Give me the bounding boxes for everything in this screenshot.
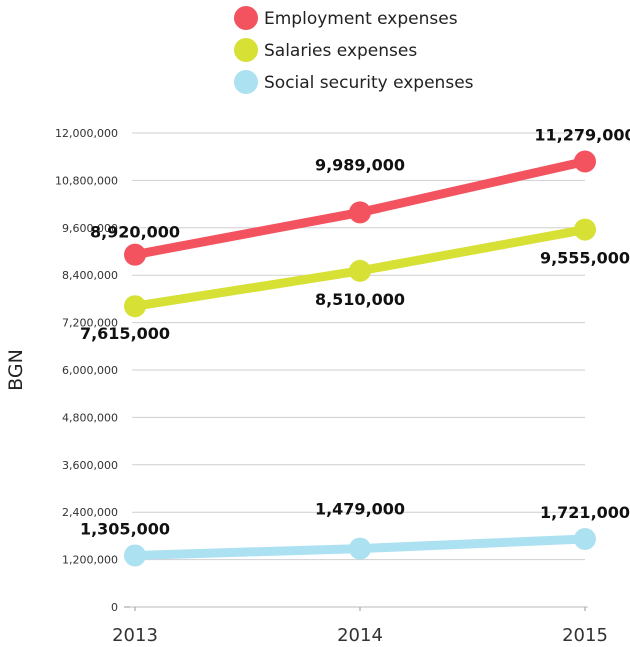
legend-marker [234,6,258,30]
data-label: 9,555,000 [540,249,630,268]
data-point [124,295,146,318]
y-tick-label: 8,400,000 [62,269,118,282]
x-axis: 2013 2014 2015 [112,606,608,646]
data-labels: 8,920,000 9,989,000 11,279,000 7,615,000 8,5… [80,125,630,538]
data-label: 8,510,000 [315,290,405,309]
y-tick-label: 10,800,000 [55,174,118,187]
data-point [349,537,371,560]
x-tick-label: 2014 [337,625,383,646]
y-tick-label: 6,000,000 [62,364,118,377]
y-tick-label: 9,600,000 [62,222,118,235]
y-tick-label: 2,400,000 [62,506,118,519]
gridlines [132,132,585,561]
data-label: 8,920,000 [90,223,180,242]
data-label: 1,479,000 [315,500,405,519]
legend-label: Social security expenses [264,73,474,93]
x-tick-label: 2013 [112,625,158,646]
y-axis-title: BGN [5,349,27,391]
y-axis-ticks: 0 1,200,000 2,400,000 3,600,000 4,800,000 6,0… [55,127,130,614]
legend-label: Salaries expenses [264,41,417,61]
data-point [574,218,596,241]
legend-marker [234,38,258,62]
legend: Employment expenses Salaries expenses Soci… [234,6,474,94]
series-points [124,150,596,567]
y-tick-label: 1,200,000 [62,554,118,567]
data-point [349,259,371,282]
data-point [574,528,596,551]
y-tick-label: 0 [111,601,118,614]
data-point [124,243,146,266]
legend-label: Employment expenses [264,9,458,29]
y-tick-label: 7,200,000 [62,317,118,330]
y-tick-label: 3,600,000 [62,459,118,472]
y-tick-label: 12,000,000 [55,127,118,140]
data-point [349,201,371,224]
data-label: 7,615,000 [80,324,170,343]
x-tick-label: 2015 [562,625,608,646]
data-point [124,544,146,567]
data-label: 11,279,000 [534,125,630,144]
y-tick-label: 4,800,000 [62,411,118,424]
data-label: 9,989,000 [315,155,405,174]
legend-marker [234,70,258,94]
data-point [574,150,596,173]
data-label: 1,305,000 [80,519,170,538]
data-label: 1,721,000 [540,503,630,522]
